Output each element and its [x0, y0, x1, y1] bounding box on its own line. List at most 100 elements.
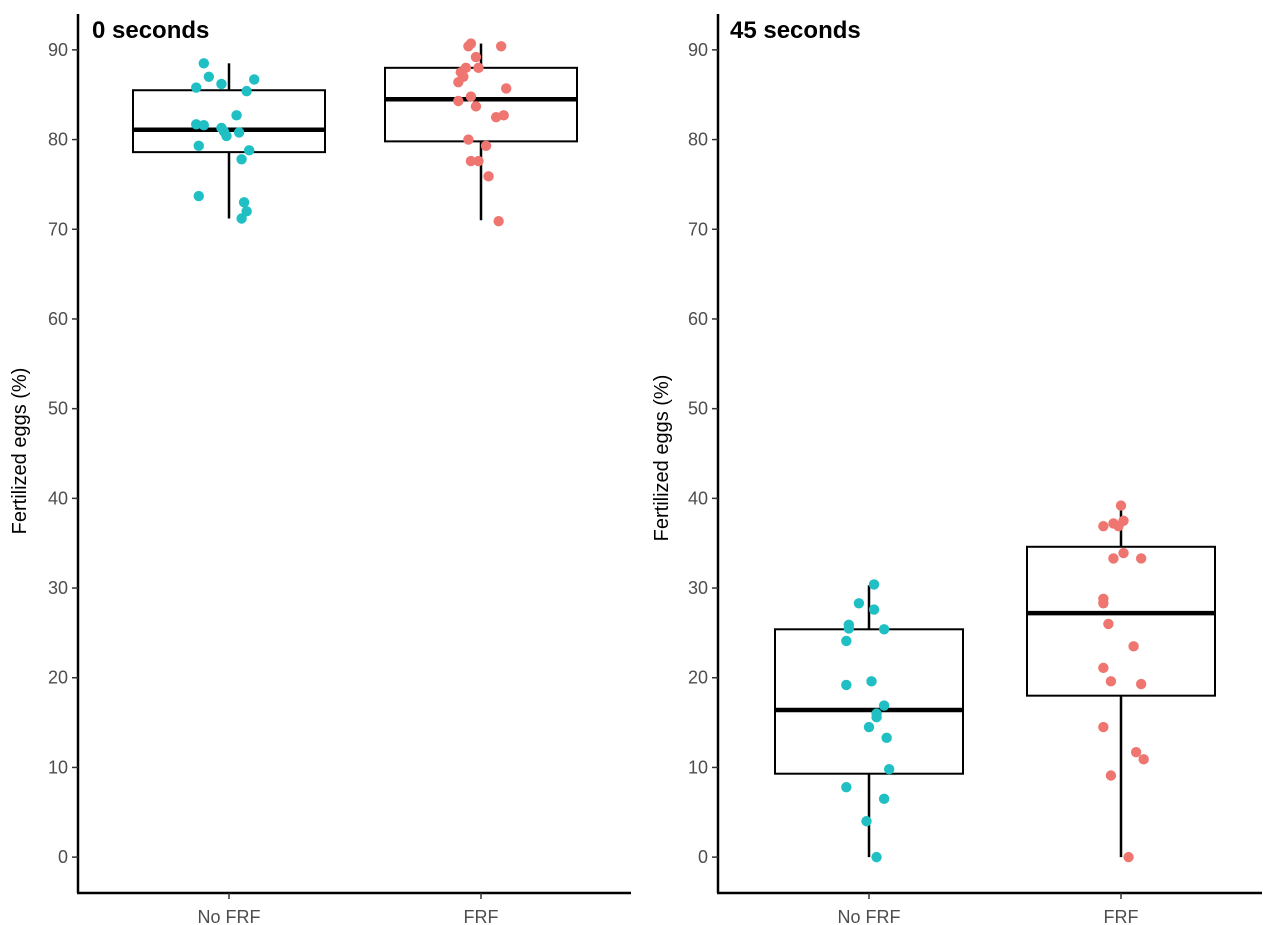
data-point [864, 722, 874, 732]
data-point [1136, 679, 1146, 689]
data-point [231, 110, 241, 120]
data-point [471, 52, 481, 62]
y-tick-label: 0 [58, 847, 68, 867]
x-tick-label: No FRF [838, 907, 901, 925]
y-tick-label: 40 [48, 488, 68, 508]
y-tick-label: 70 [48, 219, 68, 239]
data-point [861, 816, 871, 826]
data-point [234, 127, 244, 137]
data-point [491, 112, 501, 122]
data-point [1113, 521, 1123, 531]
data-point [1098, 598, 1108, 608]
data-point [884, 764, 894, 774]
data-point [879, 700, 889, 710]
data-point [871, 852, 881, 862]
data-point [1138, 754, 1148, 764]
box-iqr [385, 68, 577, 142]
data-point [473, 156, 483, 166]
box-iqr [133, 90, 325, 152]
y-tick-label: 10 [48, 757, 68, 777]
data-point [204, 72, 214, 82]
y-tick-label: 90 [48, 40, 68, 60]
data-point [241, 86, 251, 96]
data-point [501, 83, 511, 93]
data-point [881, 733, 891, 743]
data-point [879, 794, 889, 804]
y-tick-label: 70 [688, 219, 708, 239]
data-point [871, 712, 881, 722]
panel-title: 45 seconds [730, 17, 861, 44]
data-point [866, 676, 876, 686]
data-point [854, 598, 864, 608]
x-tick-label: No FRF [198, 907, 261, 925]
data-point [1098, 722, 1108, 732]
data-point [466, 91, 476, 101]
y-tick-label: 90 [688, 40, 708, 60]
box-iqr [1027, 547, 1215, 696]
y-tick-label: 40 [688, 488, 708, 508]
data-point [1123, 852, 1133, 862]
y-tick-label: 30 [48, 578, 68, 598]
data-point [471, 101, 481, 111]
data-point [199, 58, 209, 68]
data-point [1136, 553, 1146, 563]
x-tick-label: FRF [1104, 907, 1139, 925]
y-tick-label: 50 [48, 399, 68, 419]
data-point [244, 145, 254, 155]
data-point [199, 120, 209, 130]
y-tick-label: 10 [688, 757, 708, 777]
data-point [453, 96, 463, 106]
y-tick-label: 60 [688, 309, 708, 329]
data-point [1128, 641, 1138, 651]
y-tick-label: 80 [48, 130, 68, 150]
data-point [249, 74, 259, 84]
y-tick-label: 20 [48, 668, 68, 688]
data-point [1106, 676, 1116, 686]
data-point [869, 604, 879, 614]
data-point [1131, 747, 1141, 757]
data-point [221, 131, 231, 141]
data-point [1116, 500, 1126, 510]
data-point [844, 623, 854, 633]
data-point [463, 41, 473, 51]
data-point [1098, 663, 1108, 673]
data-point [841, 680, 851, 690]
data-point [493, 216, 503, 226]
data-point [841, 636, 851, 646]
x-tick-label: FRF [464, 907, 499, 925]
y-tick-label: 30 [688, 578, 708, 598]
data-point [463, 134, 473, 144]
y-axis-title: Fertilized eggs (%) [651, 375, 673, 542]
data-point [1108, 553, 1118, 563]
data-point [879, 624, 889, 634]
box-iqr [775, 629, 963, 773]
y-tick-label: 0 [698, 847, 708, 867]
data-point [216, 79, 226, 89]
y-tick-label: 50 [688, 399, 708, 419]
y-tick-label: 80 [688, 130, 708, 150]
panel-title: 0 seconds [92, 17, 209, 44]
data-point [191, 82, 201, 92]
panel-45-seconds: 0 10 20 30 40 50 60 70 80 90 No FRF FRF Fertilized e… [651, 14, 1262, 925]
data-point [1103, 619, 1113, 629]
data-point [481, 141, 491, 151]
data-point [236, 213, 246, 223]
panel-0-seconds: 0 10 20 30 40 50 60 70 80 90 No FRF FRF Fertilized e… [9, 14, 631, 925]
y-tick-label: 60 [48, 309, 68, 329]
data-point [236, 154, 246, 164]
data-point [869, 579, 879, 589]
data-point [453, 77, 463, 87]
data-point [194, 141, 204, 151]
data-point [1106, 770, 1116, 780]
y-tick-label: 20 [688, 668, 708, 688]
data-point [841, 782, 851, 792]
data-point [1098, 521, 1108, 531]
data-point [473, 63, 483, 73]
data-point [483, 171, 493, 181]
data-point [496, 41, 506, 51]
data-point [1118, 548, 1128, 558]
data-point [239, 197, 249, 207]
y-axis-title: Fertilized eggs (%) [9, 368, 31, 535]
data-point [194, 191, 204, 201]
